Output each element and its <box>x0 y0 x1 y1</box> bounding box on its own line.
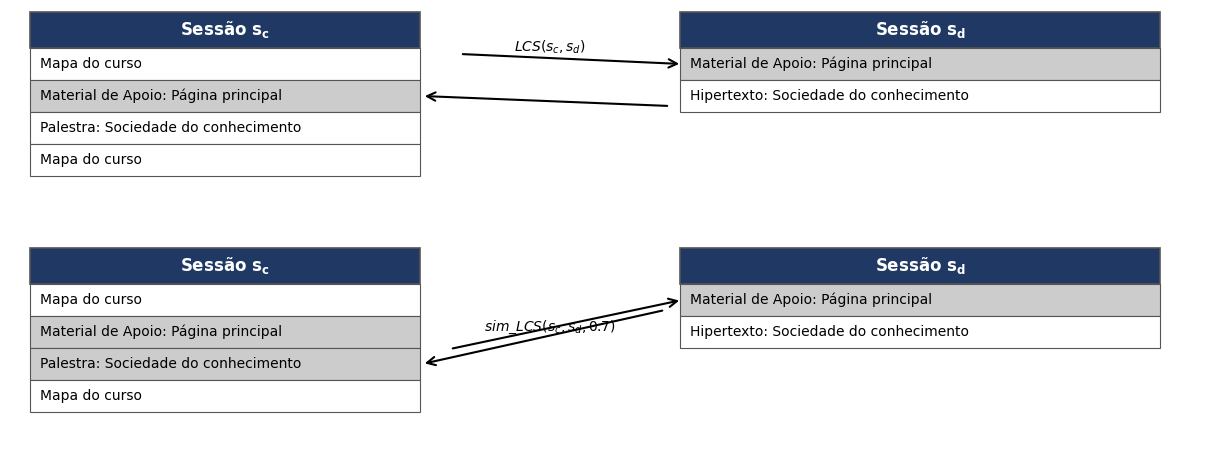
Text: Material de Apoio: Página principal: Material de Apoio: Página principal <box>690 57 932 71</box>
Bar <box>680 316 1160 348</box>
Bar <box>30 380 420 412</box>
Bar <box>680 48 1160 80</box>
Bar <box>30 348 420 380</box>
Text: Sessão $\mathbf{s_c}$: Sessão $\mathbf{s_c}$ <box>180 19 270 41</box>
Bar <box>30 112 420 144</box>
Text: $sim\_LCS(s_c,s_d,0.7)$: $sim\_LCS(s_c,s_d,0.7)$ <box>485 318 615 335</box>
Text: Sessão $\mathbf{s_d}$: Sessão $\mathbf{s_d}$ <box>874 19 966 41</box>
Text: Mapa do curso: Mapa do curso <box>40 293 142 307</box>
Bar <box>30 248 420 284</box>
Bar <box>30 316 420 348</box>
Text: Mapa do curso: Mapa do curso <box>40 389 142 403</box>
Text: $LCS(s_c,s_d)$: $LCS(s_c,s_d)$ <box>514 39 586 56</box>
Bar <box>30 12 420 48</box>
Bar <box>30 144 420 176</box>
Text: Sessão $\mathbf{s_c}$: Sessão $\mathbf{s_c}$ <box>180 255 270 276</box>
Bar <box>30 284 420 316</box>
Text: Hipertexto: Sociedade do conhecimento: Hipertexto: Sociedade do conhecimento <box>690 89 968 103</box>
Bar <box>680 80 1160 112</box>
Bar <box>680 12 1160 48</box>
Text: Material de Apoio: Página principal: Material de Apoio: Página principal <box>690 293 932 307</box>
Bar <box>680 284 1160 316</box>
Text: Palestra: Sociedade do conhecimento: Palestra: Sociedade do conhecimento <box>40 121 302 135</box>
Text: Mapa do curso: Mapa do curso <box>40 57 142 71</box>
Text: Hipertexto: Sociedade do conhecimento: Hipertexto: Sociedade do conhecimento <box>690 325 968 339</box>
Bar <box>680 248 1160 284</box>
Bar <box>30 48 420 80</box>
Text: Palestra: Sociedade do conhecimento: Palestra: Sociedade do conhecimento <box>40 357 302 371</box>
Text: Material de Apoio: Página principal: Material de Apoio: Página principal <box>40 325 282 339</box>
Bar <box>30 80 420 112</box>
Text: Mapa do curso: Mapa do curso <box>40 153 142 167</box>
Text: Sessão $\mathbf{s_d}$: Sessão $\mathbf{s_d}$ <box>874 255 966 276</box>
Text: Material de Apoio: Página principal: Material de Apoio: Página principal <box>40 89 282 103</box>
